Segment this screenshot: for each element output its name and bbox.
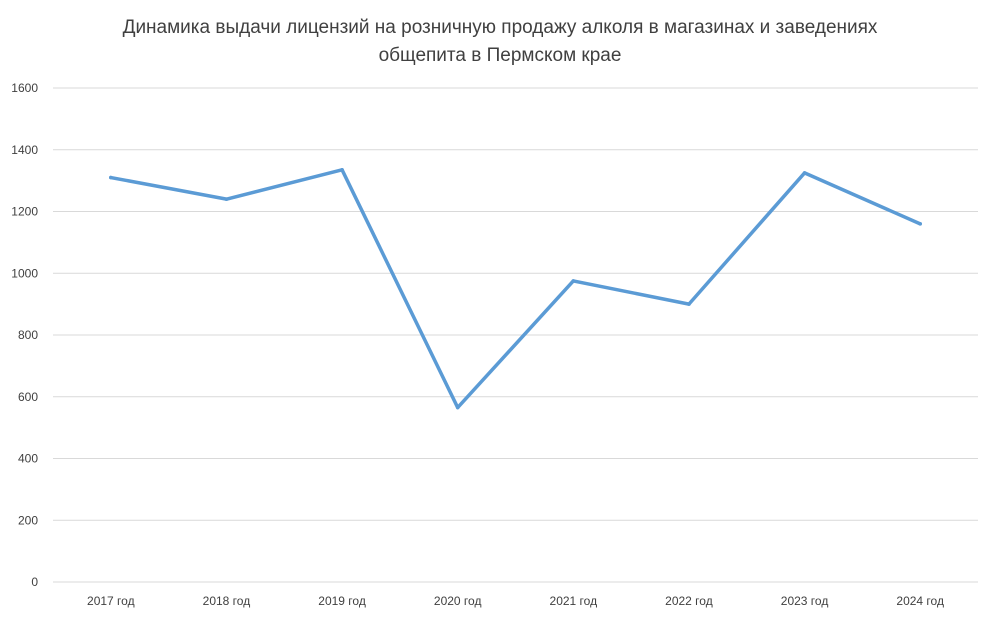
y-tick-label: 1400 xyxy=(11,143,38,157)
x-tick-label: 2022 год xyxy=(665,594,713,608)
series-line-0 xyxy=(109,168,922,410)
data-point-2023 год xyxy=(802,171,807,175)
x-tick-label: 2019 год xyxy=(318,594,366,608)
data-point-2022 год xyxy=(687,302,691,306)
y-tick-label: 1200 xyxy=(11,205,38,219)
y-tick-label: 600 xyxy=(18,390,38,404)
data-point-2020 год xyxy=(455,405,460,410)
chart-title-line-1: Динамика выдачи лицензий на розничную пр… xyxy=(122,17,878,38)
data-point-2017 год xyxy=(109,175,113,180)
y-tick-label: 1600 xyxy=(11,81,38,95)
y-tick-label: 0 xyxy=(31,575,38,589)
data-point-2019 год xyxy=(340,168,344,172)
y-tick-label: 800 xyxy=(18,328,38,342)
x-tick-label: 2021 год xyxy=(550,594,598,608)
y-tick-label: 200 xyxy=(18,513,38,527)
x-tick-label: 2024 год xyxy=(896,594,944,608)
x-tick-label: 2023 год xyxy=(781,594,829,608)
chart-title: Динамика выдачи лицензий на розничную пр… xyxy=(0,14,1000,70)
y-tick-label: 1000 xyxy=(11,266,38,280)
chart-title-line-2: общепита в Пермском крае xyxy=(378,45,622,66)
data-point-2024 год xyxy=(918,222,922,226)
x-tick-label: 2017 год xyxy=(87,594,135,608)
data-point-2021 год xyxy=(571,279,576,283)
x-tick-label: 2020 год xyxy=(434,594,482,608)
y-tick-label: 400 xyxy=(18,452,38,466)
data-point-2018 год xyxy=(224,197,229,201)
x-tick-label: 2018 год xyxy=(203,594,251,608)
